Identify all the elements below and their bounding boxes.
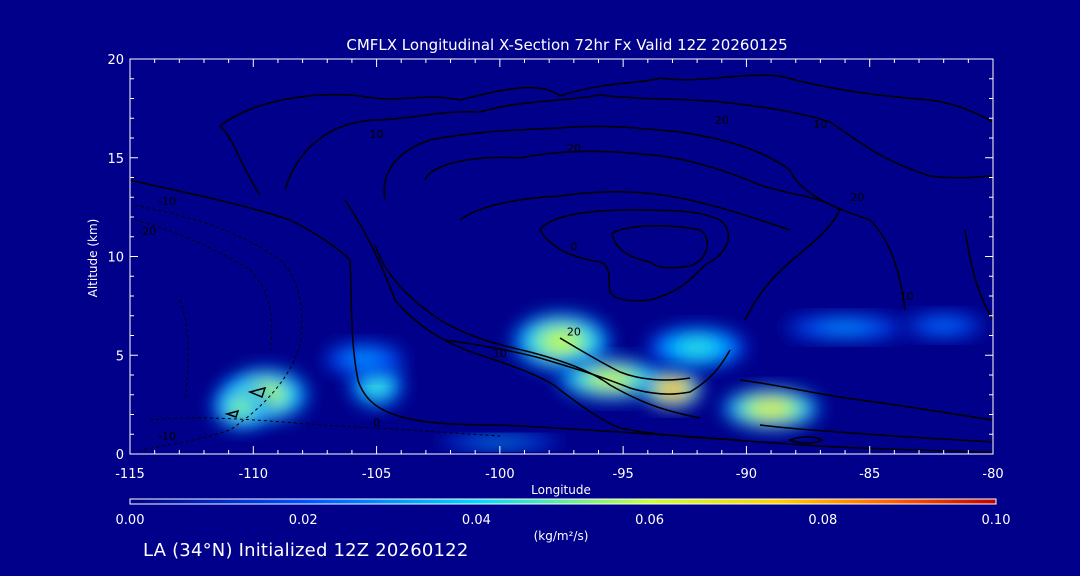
- flux-blob: [439, 436, 560, 449]
- contour-label: 10: [493, 347, 507, 360]
- flux-blob: [558, 358, 663, 399]
- colorbar-label: (kg/m²/s): [534, 529, 589, 543]
- flux-blob: [644, 370, 701, 407]
- contour-line: [219, 125, 261, 196]
- contour-line: [179, 299, 189, 401]
- contour-line: [130, 179, 993, 453]
- contour-label: -20: [138, 225, 156, 238]
- contour-line: [134, 204, 303, 451]
- contour-label: -10: [158, 195, 176, 208]
- x-tick-label: -80: [982, 467, 1003, 482]
- colorbar-tick-label: 0.04: [462, 513, 491, 528]
- contour-line: [149, 417, 501, 437]
- contour-line: [611, 225, 709, 269]
- contour-line: [559, 337, 691, 381]
- contour-line: [739, 379, 993, 421]
- colorbar-tick-label: 0.00: [116, 513, 145, 528]
- contour-label: 20: [715, 114, 729, 127]
- y-tick-label: 0: [116, 448, 124, 463]
- contour-line: [134, 219, 273, 351]
- chart-title: CMFLX Longitudinal X-Section 72hr Fx Val…: [346, 36, 787, 54]
- x-tick-label: -85: [859, 467, 880, 482]
- x-tick-label: -95: [613, 467, 634, 482]
- y-tick-label: 10: [107, 251, 124, 266]
- colorbar-tick-label: 0.02: [289, 513, 318, 528]
- flux-blob: [212, 384, 269, 429]
- footer-caption: LA (34°N) Initialized 12Z 20260122: [143, 540, 469, 561]
- colorbar: [129, 498, 997, 505]
- colorbar-tick-label: 0.10: [982, 513, 1011, 528]
- temperature-contours: [130, 74, 993, 453]
- contour-label: 10: [900, 290, 914, 303]
- colorbar-tick-label: 0.06: [635, 513, 664, 528]
- colorbar-tick-label: 0.08: [808, 513, 837, 528]
- contour-labels: 10 20 0 20 10 20 10 -10 -20 20 10 0 -10: [138, 114, 913, 443]
- flux-blob: [649, 327, 746, 368]
- contour-label: 0: [570, 241, 577, 254]
- contour-label: -10: [158, 430, 176, 443]
- flux-blob: [723, 388, 820, 429]
- y-axis-label: Altitude (km): [86, 219, 100, 298]
- x-axis-label: Longitude: [531, 483, 591, 497]
- contour-line: [383, 125, 906, 311]
- contour-label: 0: [373, 416, 380, 429]
- contour-label: 10: [813, 118, 827, 131]
- x-tick-label: -90: [736, 467, 757, 482]
- contour-line: [424, 150, 841, 321]
- y-tick-label: 20: [107, 53, 124, 68]
- y-tick-label: 15: [107, 152, 124, 167]
- x-tick-label: -110: [239, 467, 269, 482]
- flux-blob: [903, 313, 984, 338]
- contour-line: [539, 209, 730, 302]
- contour-line: [759, 424, 993, 443]
- contour-label: 20: [850, 191, 864, 204]
- flux-field: [212, 313, 984, 449]
- contour-line: [787, 436, 824, 444]
- y-tick-label: 5: [116, 349, 124, 364]
- contour-line: [224, 409, 240, 418]
- contour-line: [444, 339, 731, 395]
- contour-line: [459, 191, 791, 231]
- colorbar-ticks: 0.00 0.02 0.04 0.06 0.08 0.10: [116, 513, 1011, 528]
- flux-blob: [785, 315, 906, 340]
- contour-label: 10: [370, 128, 384, 141]
- contour-line: [344, 199, 741, 441]
- contour-label: 20: [567, 142, 581, 155]
- contour-line: [374, 244, 701, 419]
- x-tick-label: -115: [115, 467, 145, 482]
- flux-blob: [513, 313, 610, 370]
- contour-line: [219, 74, 993, 127]
- contour-line: [247, 386, 267, 399]
- x-tick-label: -100: [485, 467, 515, 482]
- contour-label: 20: [567, 326, 581, 339]
- flux-blob: [324, 343, 405, 376]
- x-tick-label: -105: [362, 467, 392, 482]
- contour-line: [284, 94, 993, 191]
- contour-line: [964, 229, 993, 321]
